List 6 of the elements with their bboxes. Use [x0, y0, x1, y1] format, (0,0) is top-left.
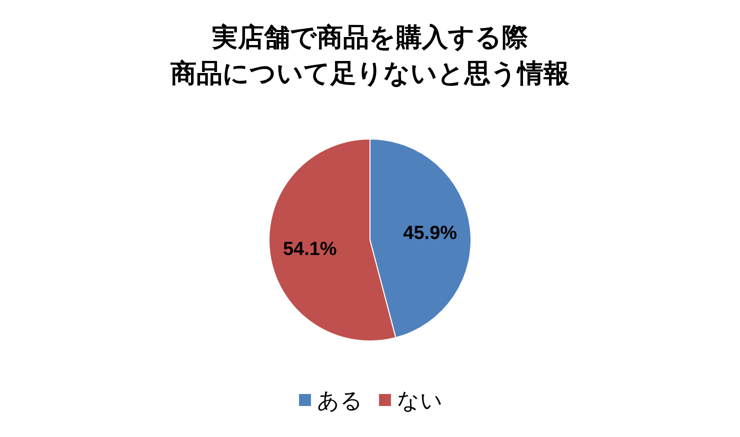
legend-label: ある: [317, 388, 363, 413]
data-label: 54.1%: [282, 238, 337, 260]
data-label: 45.9%: [403, 223, 458, 244]
text: 商品について足りないと思う情報: [170, 58, 570, 88]
legend-label: ない: [397, 388, 443, 413]
text: 実店舗で商品を購入する際: [212, 22, 528, 52]
